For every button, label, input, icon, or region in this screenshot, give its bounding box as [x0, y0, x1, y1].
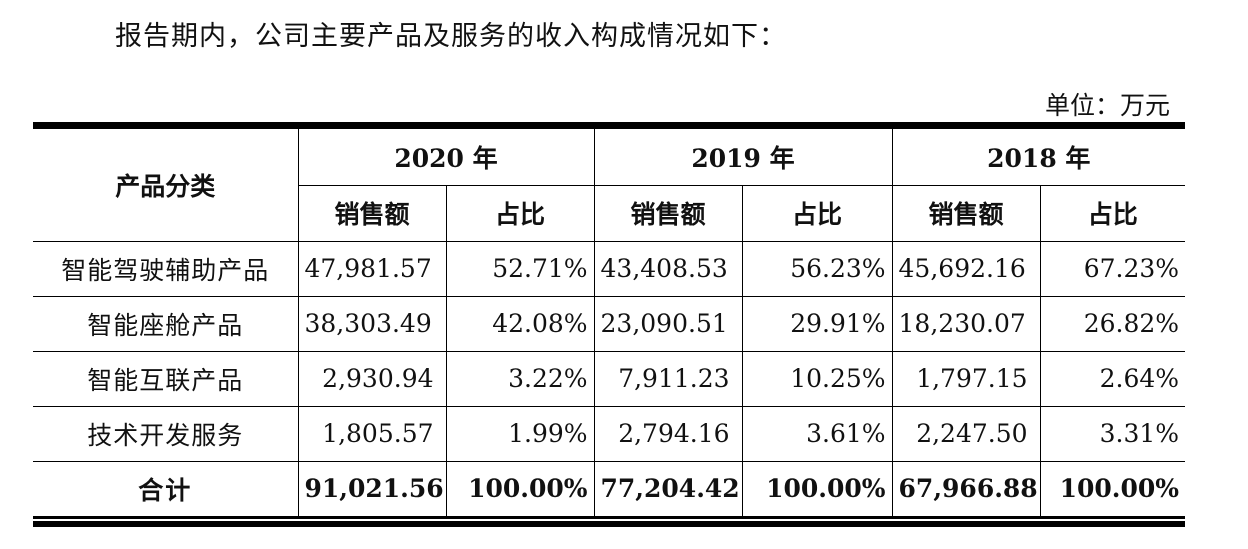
- share-value: 52.71%: [445, 240, 595, 297]
- total-sales-value: 77,204.42: [593, 460, 743, 519]
- share-value: 56.23%: [741, 240, 893, 297]
- sales-value: 1,797.15: [891, 350, 1041, 407]
- total-share-value: 100.00%: [1039, 460, 1186, 519]
- sales-value: 38,303.49: [297, 295, 447, 352]
- total-label: 合计: [33, 460, 299, 519]
- table-bottom-rule: [33, 521, 1185, 527]
- total-row: 合计 91,021.56 100.00% 77,204.42 100.00% 6…: [33, 460, 1186, 519]
- share-value: 26.82%: [1039, 295, 1186, 352]
- unit-label: 单位：万元: [1044, 91, 1170, 120]
- sales-value: 2,247.50: [891, 405, 1041, 462]
- sales-value: 1,805.57: [297, 405, 447, 462]
- total-share-value: 100.00%: [445, 460, 595, 519]
- share-header: 占比: [741, 184, 893, 242]
- header-row-years: 产品分类 2020 年 2019 年 2018 年: [33, 129, 1186, 242]
- sales-value: 23,090.51: [593, 295, 743, 352]
- table-row: 技术开发服务 1,805.57 1.99% 2,794.16 3.61% 2,2…: [33, 405, 1186, 462]
- year-header-2018: 2018 年: [891, 129, 1186, 186]
- sales-value: 2,794.16: [593, 405, 743, 462]
- sales-header: 销售额: [298, 184, 447, 242]
- sales-header: 销售额: [891, 184, 1041, 242]
- total-sales-value: 91,021.56: [297, 460, 447, 519]
- table-top-rule: [33, 122, 1185, 129]
- intro-text: 报告期内，公司主要产品及服务的收入构成情况如下：: [115, 21, 787, 52]
- sales-value: 18,230.07: [891, 295, 1041, 352]
- sales-value: 7,911.23: [593, 350, 743, 407]
- share-value: 42.08%: [445, 295, 595, 352]
- sales-value: 47,981.57: [297, 240, 447, 297]
- sales-header: 销售额: [593, 184, 743, 242]
- share-value: 3.31%: [1039, 405, 1186, 462]
- product-name: 技术开发服务: [33, 405, 299, 462]
- share-header: 占比: [445, 184, 595, 242]
- share-value: 67.23%: [1039, 240, 1186, 297]
- header-row-metrics: 销售额 占比 销售额 占比 销售额 占比: [33, 184, 1186, 242]
- table-row: 智能座舱产品 38,303.49 42.08% 23,090.51 29.91%…: [33, 295, 1186, 352]
- category-header: 产品分类: [33, 129, 299, 242]
- share-header: 占比: [1039, 184, 1186, 242]
- total-sales-value: 67,966.88: [891, 460, 1041, 519]
- year-header-2020: 2020 年: [297, 129, 595, 186]
- sales-value: 2,930.94: [297, 350, 447, 407]
- share-value: 29.91%: [741, 295, 893, 352]
- product-name: 智能座舱产品: [33, 295, 299, 352]
- total-share-value: 100.00%: [741, 460, 893, 519]
- sales-value: 43,408.53: [593, 240, 743, 297]
- year-header-2019: 2019 年: [593, 129, 893, 186]
- table-row: 智能互联产品 2,930.94 3.22% 7,911.23 10.25% 1,…: [33, 350, 1186, 407]
- share-value: 10.25%: [741, 350, 893, 407]
- share-value: 3.22%: [445, 350, 595, 407]
- income-table: 产品分类 2020 年 2019 年 2018 年 销售额 占比 销售额 占比 …: [33, 129, 1186, 519]
- product-name: 智能驾驶辅助产品: [33, 240, 299, 297]
- product-name: 智能互联产品: [33, 350, 299, 407]
- table-row: 智能驾驶辅助产品 47,981.57 52.71% 43,408.53 56.2…: [33, 240, 1186, 297]
- share-value: 3.61%: [741, 405, 893, 462]
- sales-value: 45,692.16: [891, 240, 1041, 297]
- share-value: 2.64%: [1039, 350, 1186, 407]
- share-value: 1.99%: [445, 405, 595, 462]
